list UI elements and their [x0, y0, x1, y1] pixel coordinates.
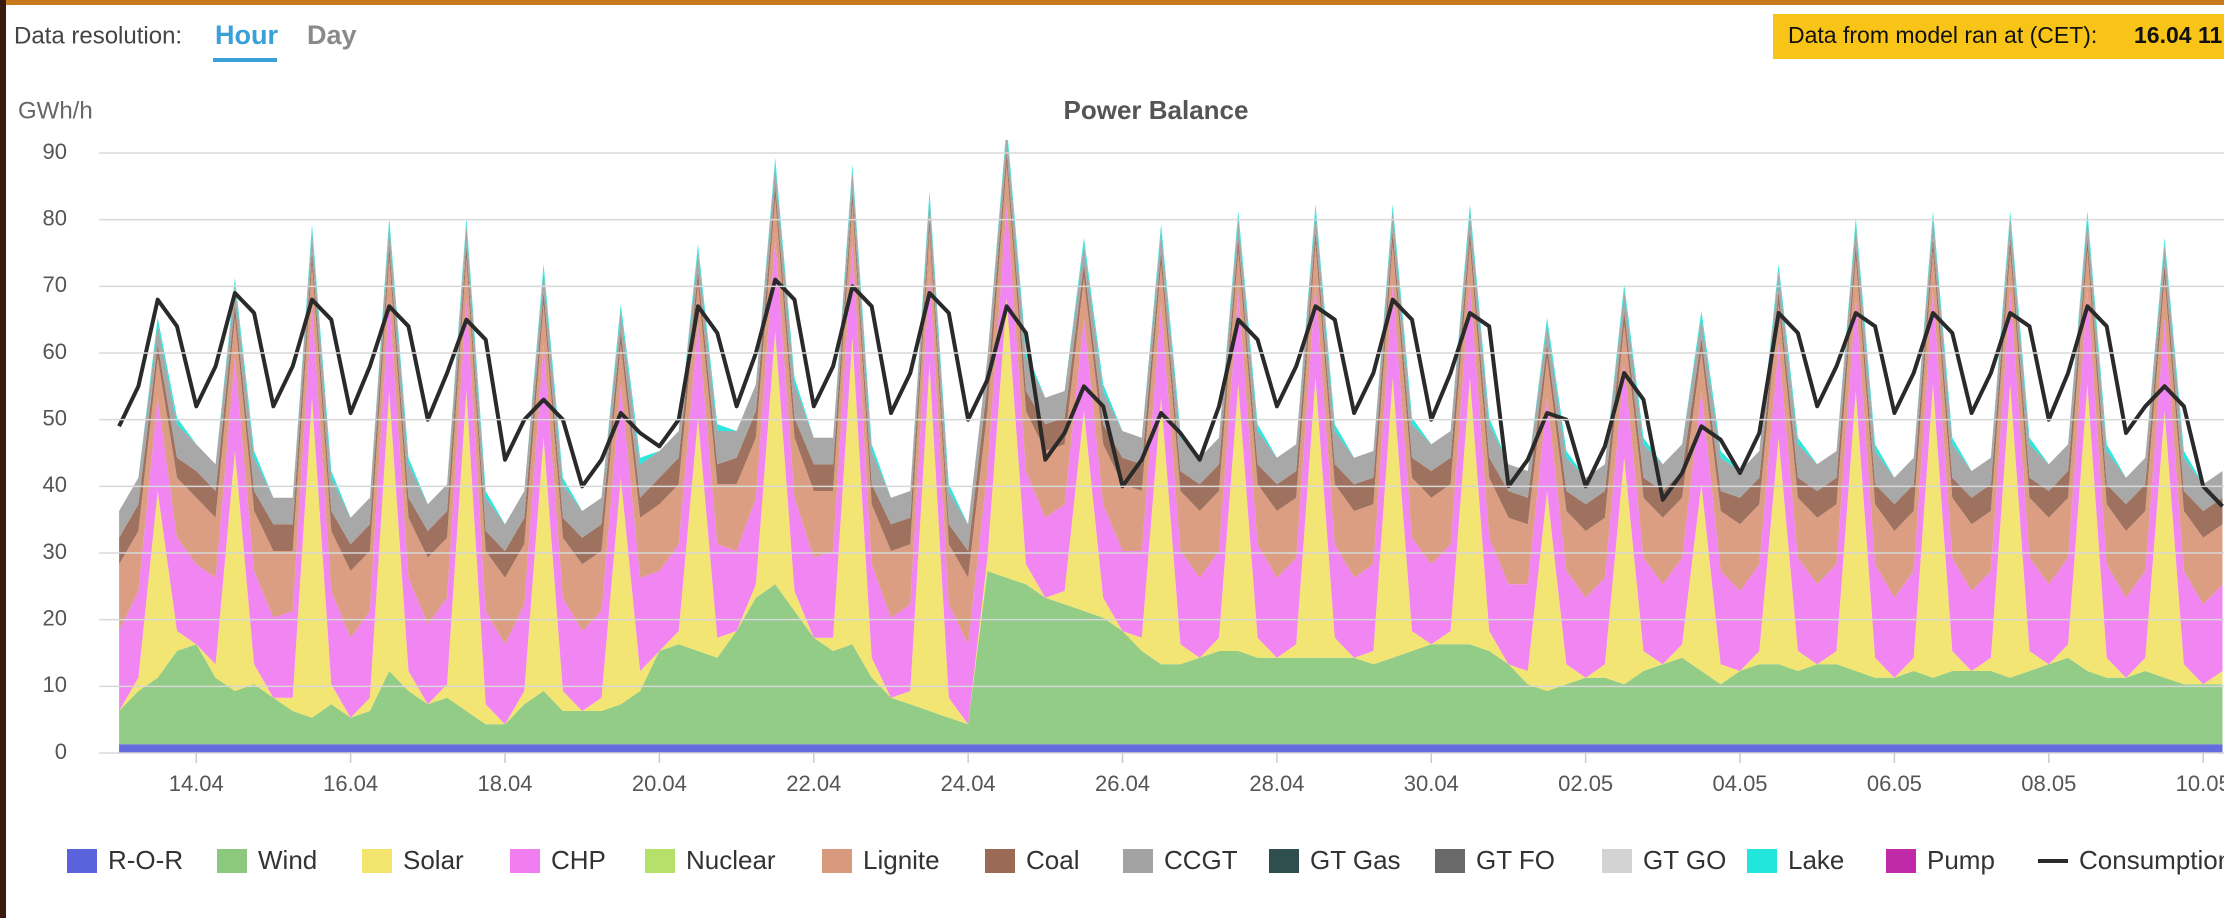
- legend-item[interactable]: Lake: [1747, 845, 1844, 875]
- x-tick-label: 24.04: [941, 771, 996, 796]
- legend-swatch: [510, 849, 540, 873]
- y-tick-label: 60: [43, 339, 67, 364]
- legend-swatch: [67, 849, 97, 873]
- y-axis-label: GWh/h: [18, 97, 93, 124]
- legend-label: GT Gas: [1310, 845, 1401, 875]
- legend-item[interactable]: Solar: [362, 845, 464, 875]
- legend-swatch: [362, 849, 392, 873]
- legend-item[interactable]: Coal: [985, 845, 1079, 875]
- page: Data resolution: Hour Day Data from mode…: [0, 0, 2224, 918]
- x-tick-label: 10.05: [2176, 771, 2224, 796]
- x-tick-label: 02.05: [1558, 771, 1613, 796]
- legend-label: R-O-R: [108, 845, 183, 875]
- legend-swatch: [985, 849, 1015, 873]
- legend-item[interactable]: CHP: [510, 845, 606, 875]
- legend-label: Wind: [258, 845, 317, 875]
- y-tick-label: 40: [43, 472, 67, 497]
- x-tick-label: 18.04: [477, 771, 532, 796]
- chart-title: Power Balance: [1064, 95, 1249, 125]
- legend-swatch: [1123, 849, 1153, 873]
- legend-label: Lignite: [863, 845, 940, 875]
- legend-swatch: [1747, 849, 1777, 873]
- legend-item[interactable]: GT Gas: [1269, 845, 1401, 875]
- legend-label: GT GO: [1643, 845, 1726, 875]
- legend-swatch: [645, 849, 675, 873]
- area-r-o-r: [119, 744, 2222, 753]
- x-tick-label: 30.04: [1404, 771, 1459, 796]
- x-tick-label: 28.04: [1249, 771, 1304, 796]
- x-tick-label: 20.04: [632, 771, 687, 796]
- chart: Data resolution: Hour Day Data from mode…: [0, 0, 2224, 918]
- resolution-label: Data resolution:: [14, 22, 182, 49]
- legend-swatch: [1886, 849, 1916, 873]
- x-tick-label: 22.04: [786, 771, 841, 796]
- legend-label: Solar: [403, 845, 464, 875]
- left-strip: [0, 0, 6, 918]
- y-tick-label: 10: [43, 672, 67, 697]
- plot-area: [119, 124, 2222, 753]
- tab-day[interactable]: Day: [307, 20, 357, 50]
- legend-item[interactable]: GT FO: [1435, 845, 1555, 875]
- x-tick-label: 26.04: [1095, 771, 1150, 796]
- y-tick-label: 30: [43, 539, 67, 564]
- legend-label: GT FO: [1476, 845, 1555, 875]
- tab-hour[interactable]: Hour: [215, 20, 278, 50]
- legend-item[interactable]: Wind: [217, 845, 317, 875]
- top-strip: [0, 0, 2224, 5]
- legend-item[interactable]: Pump: [1886, 845, 1995, 875]
- legend-item[interactable]: GT GO: [1602, 845, 1726, 875]
- legend-item[interactable]: R-O-R: [67, 845, 183, 875]
- legend-swatch: [1602, 849, 1632, 873]
- legend-label: Coal: [1026, 845, 1079, 875]
- legend-label: Lake: [1788, 845, 1844, 875]
- legend-swatch: [217, 849, 247, 873]
- legend-item[interactable]: Nuclear: [645, 845, 776, 875]
- y-tick-label: 90: [43, 139, 67, 164]
- y-tick-label: 80: [43, 205, 67, 230]
- x-tick-label: 04.05: [1712, 771, 1767, 796]
- model-info-label: Data from model ran at (CET):: [1788, 22, 2097, 48]
- x-tick-label: 14.04: [169, 771, 224, 796]
- x-tick-label: 16.04: [323, 771, 378, 796]
- y-tick-label: 0: [55, 739, 67, 764]
- y-tick-label: 50: [43, 405, 67, 430]
- legend-item[interactable]: CCGT: [1123, 845, 1238, 875]
- legend-label: CCGT: [1164, 845, 1238, 875]
- x-tick-label: 08.05: [2021, 771, 2076, 796]
- legend-label: CHP: [551, 845, 606, 875]
- legend-label: Pump: [1927, 845, 1995, 875]
- legend-label: Nuclear: [686, 845, 776, 875]
- legend-item[interactable]: Lignite: [822, 845, 940, 875]
- y-tick-label: 20: [43, 605, 67, 630]
- legend-label: Consumption: [2079, 845, 2224, 875]
- legend-item[interactable]: Consumption: [2038, 845, 2224, 875]
- y-tick-label: 70: [43, 272, 67, 297]
- model-info-value: 16.04 11: [2134, 22, 2222, 48]
- legend-swatch: [822, 849, 852, 873]
- x-tick-label: 06.05: [1867, 771, 1922, 796]
- legend-swatch: [1269, 849, 1299, 873]
- legend-swatch: [1435, 849, 1465, 873]
- tab-underline: [213, 58, 277, 62]
